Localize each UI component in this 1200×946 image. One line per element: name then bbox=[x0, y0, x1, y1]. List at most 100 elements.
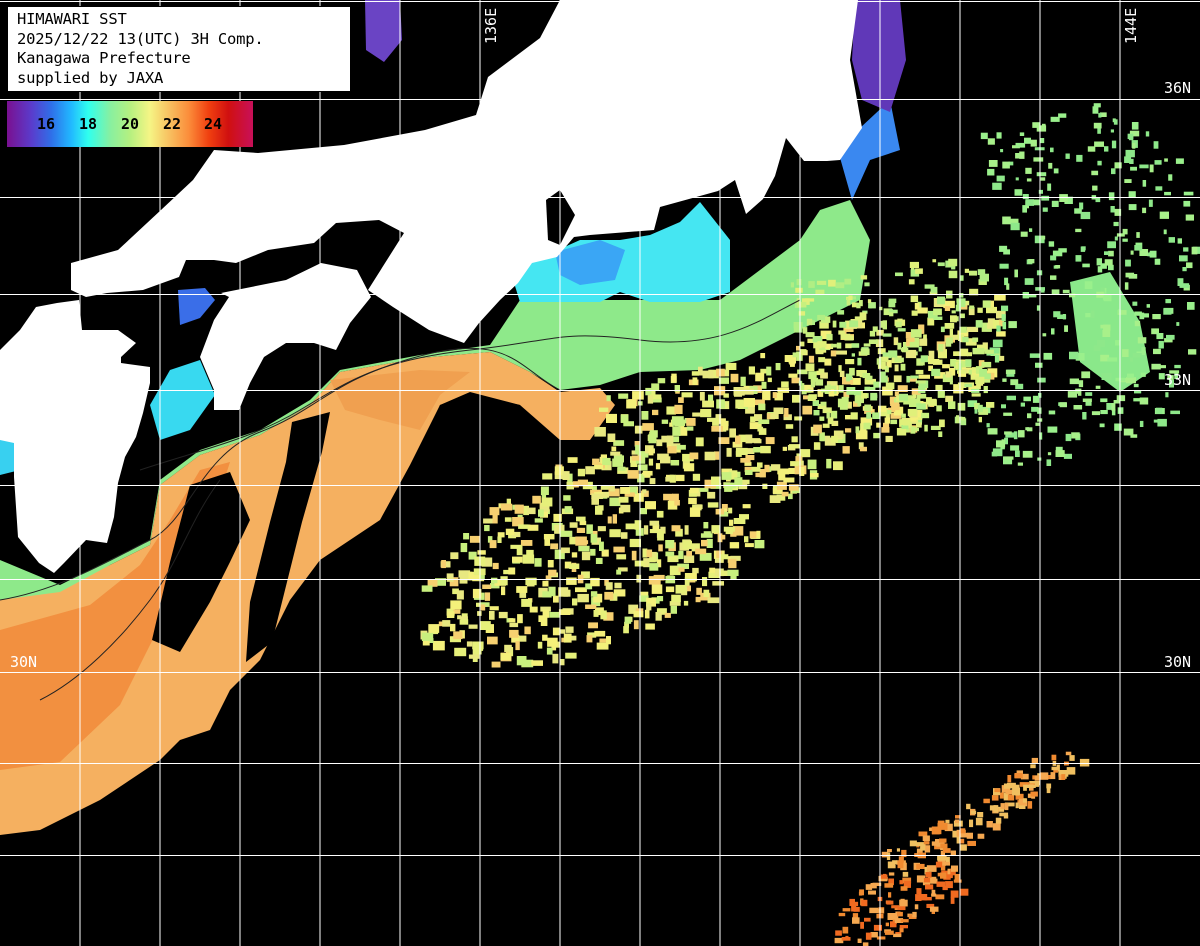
sst-pixel bbox=[982, 300, 991, 308]
sst-pixel bbox=[992, 448, 1003, 457]
sst-pixel bbox=[886, 900, 894, 905]
sst-pixel bbox=[987, 428, 998, 435]
sst-pixel bbox=[951, 310, 956, 314]
sst-pixel bbox=[526, 549, 534, 559]
sst-pixel bbox=[1010, 445, 1020, 451]
sst-pixel bbox=[1033, 780, 1041, 786]
sst-pixel bbox=[910, 269, 920, 277]
sst-pixel bbox=[1058, 248, 1067, 253]
sst-pixel bbox=[1163, 308, 1172, 315]
sst-pixel bbox=[1007, 782, 1016, 789]
sst-pixel bbox=[646, 597, 656, 607]
sst-pixel bbox=[565, 626, 574, 633]
sst-pixel bbox=[1141, 347, 1146, 353]
sst-pixel bbox=[851, 353, 855, 357]
sst-pixel bbox=[588, 622, 598, 629]
sst-pixel bbox=[1127, 373, 1134, 378]
sst-pixel bbox=[942, 364, 950, 369]
sst-pixel bbox=[956, 302, 966, 307]
sst-pixel bbox=[730, 373, 739, 383]
sst-pixel bbox=[815, 289, 825, 295]
sst-pixel bbox=[571, 552, 578, 558]
sst-pixel bbox=[1163, 229, 1167, 235]
sst-pixel bbox=[509, 629, 519, 638]
sst-pixel bbox=[1041, 195, 1050, 201]
sst-pixel bbox=[590, 577, 600, 587]
sst-pixel bbox=[762, 483, 768, 489]
sst-pixel bbox=[1125, 259, 1131, 267]
sst-pixel bbox=[1050, 772, 1056, 780]
sst-pixel bbox=[1004, 437, 1008, 445]
sst-pixel bbox=[1050, 147, 1054, 153]
sst-pixel bbox=[596, 642, 609, 650]
sst-pixel bbox=[704, 451, 716, 461]
sst-pixel bbox=[1142, 180, 1147, 187]
sst-pixel bbox=[726, 447, 732, 457]
sst-pixel bbox=[839, 370, 845, 377]
sst-pixel bbox=[735, 447, 748, 455]
sst-pixel bbox=[865, 932, 872, 940]
sst-pixel bbox=[928, 876, 937, 882]
sst-pixel bbox=[538, 615, 543, 622]
sst-pixel bbox=[820, 330, 832, 339]
sst-pixel bbox=[649, 430, 658, 438]
sst-pixel bbox=[549, 611, 561, 618]
sst-pixel bbox=[897, 911, 903, 917]
sst-pixel bbox=[880, 375, 888, 383]
sst-pixel bbox=[940, 843, 948, 849]
sst-contour-line bbox=[139, 299, 801, 471]
sst-pixel bbox=[1028, 259, 1035, 264]
sst-pixel bbox=[637, 473, 645, 483]
sst-pixel bbox=[636, 574, 642, 583]
sst-pixel bbox=[1124, 282, 1129, 290]
sst-pixel bbox=[958, 293, 964, 298]
sst-pixel bbox=[623, 626, 629, 634]
sst-pixel bbox=[1168, 174, 1173, 181]
sst-pixel bbox=[1159, 365, 1166, 369]
sst-pixel bbox=[656, 439, 663, 447]
sst-pixel bbox=[732, 441, 743, 448]
sst-pixel bbox=[1187, 302, 1195, 310]
sst-pixel bbox=[626, 399, 637, 409]
sst-pixel bbox=[1149, 164, 1154, 173]
sst-pixel bbox=[744, 470, 753, 475]
sst-pixel bbox=[516, 546, 523, 556]
sst-pixel bbox=[855, 426, 860, 434]
sst-pixel bbox=[916, 848, 923, 856]
sst-pixel bbox=[1036, 125, 1047, 132]
sst-pixel bbox=[806, 318, 813, 326]
sst-pixel bbox=[1022, 194, 1029, 200]
sst-pixel bbox=[805, 363, 815, 372]
sst-pixel bbox=[460, 543, 468, 553]
sst-pixel bbox=[678, 427, 688, 436]
sst-pixel bbox=[1170, 410, 1180, 415]
sst-pixel bbox=[482, 584, 492, 589]
sst-pixel bbox=[1182, 267, 1187, 272]
sst-bungo-channel bbox=[150, 360, 215, 440]
sst-pixel bbox=[1116, 395, 1126, 402]
sst-pixel bbox=[630, 459, 638, 467]
sst-pixel bbox=[586, 635, 593, 643]
sst-pixel bbox=[677, 563, 689, 569]
sst-pixel bbox=[1051, 766, 1058, 771]
sst-pixel bbox=[750, 416, 756, 422]
sst-pixel bbox=[1169, 370, 1180, 374]
sst-pixel bbox=[732, 526, 744, 536]
sst-pixel bbox=[965, 338, 977, 346]
sst-pixel bbox=[988, 160, 998, 167]
sst-pixel bbox=[1104, 251, 1110, 255]
sst-pixel bbox=[859, 300, 863, 307]
sst-pixel bbox=[716, 418, 726, 424]
sst-pixel bbox=[512, 556, 523, 563]
sst-pixel bbox=[893, 337, 899, 346]
sst-pixel bbox=[789, 444, 801, 449]
sst-pixel bbox=[967, 400, 978, 407]
sst-pixel bbox=[503, 569, 510, 575]
sst-pixel bbox=[796, 279, 802, 286]
sst-kuroshio bbox=[0, 352, 615, 835]
sst-pixel bbox=[500, 503, 513, 511]
sst-pixel bbox=[700, 409, 712, 418]
sst-pixel bbox=[950, 868, 956, 876]
sst-pixel bbox=[994, 294, 1006, 301]
sst-pixel bbox=[702, 400, 714, 408]
